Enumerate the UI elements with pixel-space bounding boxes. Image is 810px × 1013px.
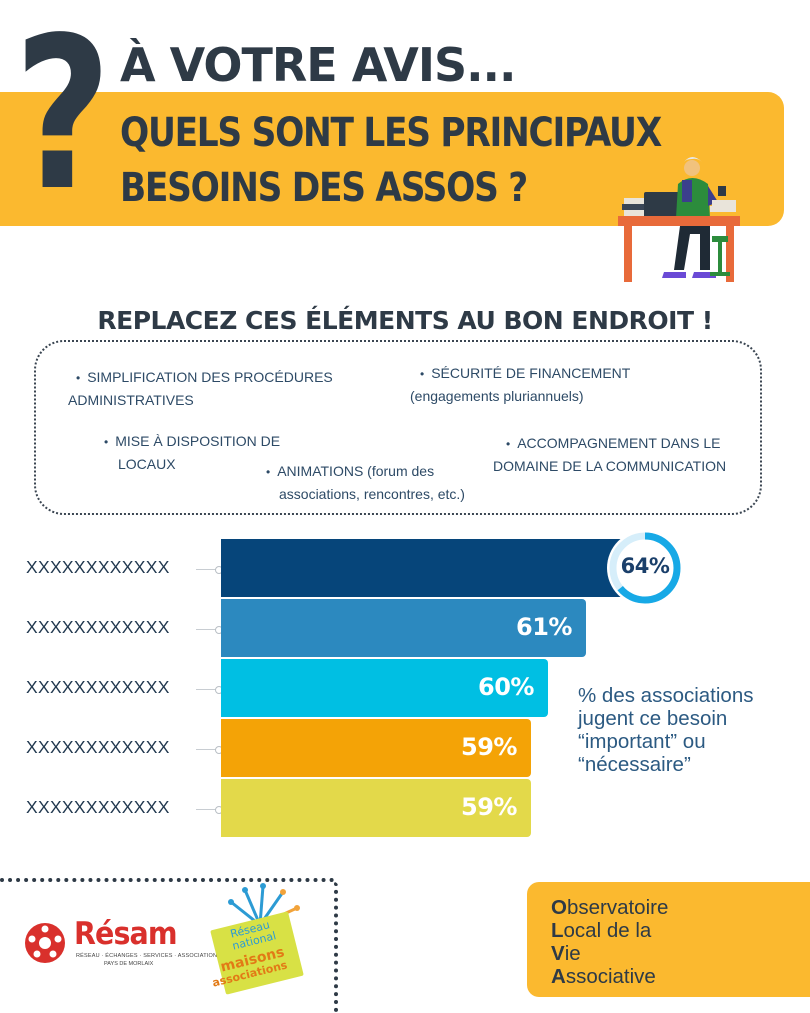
reseau-maisons-associations-logo[interactable]: Réseau national maisons associations [205, 880, 315, 995]
bar-leader-line [196, 806, 223, 814]
annotation-line: % des associations [578, 684, 754, 707]
item-text: DOMAINE DE LA COMMUNICATION [493, 458, 727, 474]
bar-category-label: XXXXXXXXXXXX [26, 737, 170, 757]
bar-leader-line [196, 566, 223, 574]
person-at-desk-illustration [618, 157, 740, 282]
resam-logo-icon [25, 923, 65, 963]
footer-divider [0, 878, 334, 882]
list-item[interactable]: • ANIMATIONS (forum des associations, ren… [266, 463, 465, 502]
resam-tagline-2: PAYS DE MORLAIX [104, 961, 154, 967]
donut-ring-icon [609, 532, 681, 604]
bar-leader-line [196, 746, 223, 754]
bar [221, 539, 636, 597]
item-text: ADMINISTRATIVES [68, 392, 194, 408]
bar-category-label: XXXXXXXXXXXX [26, 617, 170, 637]
bar-leader-line [196, 686, 223, 694]
instruction-heading: REPLACEZ CES ÉLÉMENTS AU BON ENDROIT ! [97, 306, 713, 335]
bar-value-label: 59% [461, 733, 517, 761]
olva-line: Vie [551, 942, 581, 965]
list-item[interactable]: • ACCOMPAGNEMENT DANS LE DOMAINE DE LA CO… [493, 435, 727, 474]
list-item[interactable]: • SÉCURITÉ DE FINANCEMENT (engagements pl… [410, 365, 631, 404]
olva-line: Local de la [551, 919, 652, 942]
olva-line: Associative [551, 965, 656, 988]
item-text: ANIMATIONS (forum des [277, 463, 435, 479]
olva-line: Observatoire [551, 896, 669, 919]
annotation-line: “important” ou [578, 730, 706, 753]
item-text: ACCOMPAGNEMENT DANS LE [517, 435, 721, 451]
highlight-donut: 64% [607, 530, 683, 606]
item-text: LOCAUX [118, 456, 176, 472]
bar-leader-line [196, 626, 223, 634]
item-text: SÉCURITÉ DE FINANCEMENT [431, 365, 631, 381]
title-line-1: À VOTRE AVIS... [120, 38, 516, 92]
bar-category-label: XXXXXXXXXXXX [26, 797, 170, 817]
footer-divider-vertical [334, 882, 338, 1012]
question-mark-icon: ? [14, 0, 112, 237]
bar-value-label: 61% [516, 613, 572, 641]
resam-tagline: RÉSEAU · ÉCHANGES · SERVICES · ASSOCIATI… [76, 953, 222, 959]
olva-box: Observatoire Local de la Vie Associative [527, 882, 810, 997]
item-text: (engagements pluriannuels) [410, 388, 584, 404]
bar-value-label: 59% [461, 793, 517, 821]
title-line-2: QUELS SONT LES PRINCIPAUX [120, 110, 662, 156]
bar [221, 599, 586, 657]
bar-value-label: 64% [620, 554, 670, 578]
item-text: associations, rencontres, etc.) [279, 486, 465, 502]
bar-category-label: XXXXXXXXXXXX [26, 677, 170, 697]
bar-category-label: XXXXXXXXXXXX [26, 557, 170, 577]
chart-annotation: % des associations jugent ce besoin “imp… [578, 684, 798, 776]
item-text: SIMPLIFICATION DES PROCÉDURES [87, 369, 333, 385]
bar [221, 779, 531, 837]
annotation-line: jugent ce besoin [578, 707, 728, 730]
bar [221, 719, 531, 777]
bar-value-label: 60% [478, 673, 534, 701]
item-text: MISE À DISPOSITION DE [115, 433, 281, 449]
list-item[interactable]: • MISE À DISPOSITION DE LOCAUX [104, 433, 281, 472]
list-item[interactable]: • SIMPLIFICATION DES PROCÉDURES ADMINISTR… [68, 369, 333, 408]
title-line-3: BESOINS DES ASSOS ? [120, 165, 528, 211]
items-box [34, 340, 762, 515]
resam-name: Résam [74, 916, 178, 952]
resam-logo[interactable]: Résam RÉSEAU · ÉCHANGES · SERVICES · ASS… [24, 916, 221, 974]
annotation-line: “nécessaire” [578, 753, 691, 776]
bar [221, 659, 548, 717]
